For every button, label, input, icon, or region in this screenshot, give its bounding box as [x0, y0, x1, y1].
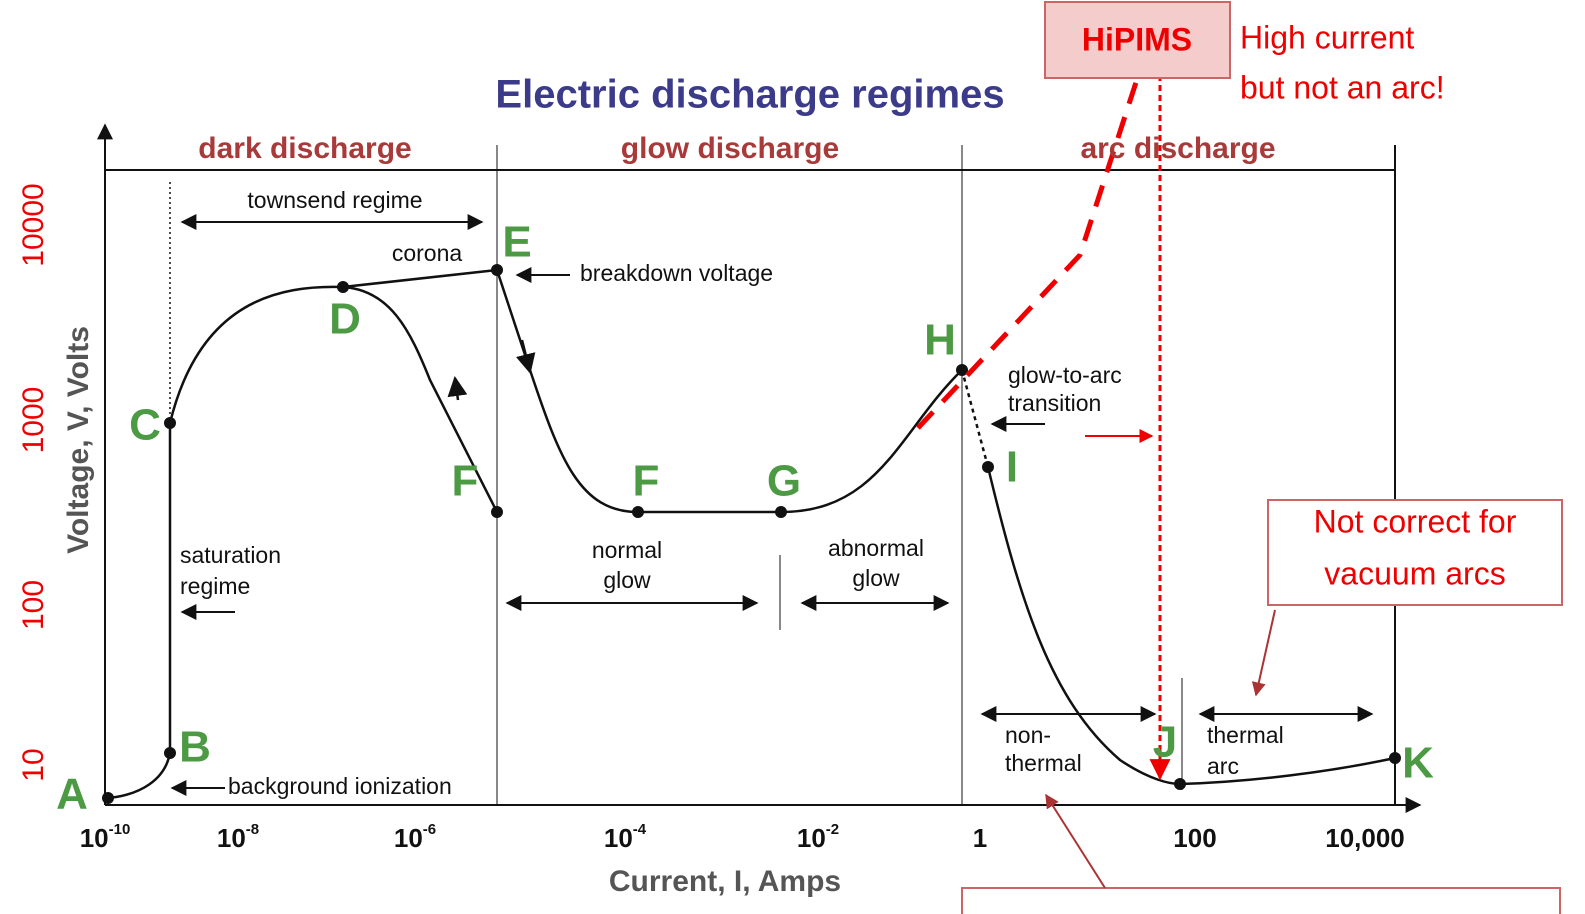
arrows	[170, 214, 1374, 796]
x-tick-label: 10-2	[797, 821, 839, 853]
point-label: C	[129, 401, 161, 450]
point-labels: A B C D E F F G H I J K	[56, 218, 1434, 819]
region-label: glow discharge	[621, 132, 839, 165]
annotation: corona	[392, 240, 463, 266]
annotation: transition	[1008, 390, 1101, 416]
point-label: F	[452, 457, 479, 506]
tick-base: 1	[973, 823, 987, 853]
x-tick-label: 1	[973, 823, 987, 853]
point-label: K	[1402, 739, 1434, 788]
point-label: I	[1006, 443, 1018, 492]
x-axis-title: Current, I, Amps	[609, 865, 841, 898]
x-tick-label: 10-8	[217, 821, 259, 853]
point-label: J	[1153, 718, 1177, 767]
x-tick-label: 100	[1173, 823, 1216, 853]
annotation: saturation	[180, 542, 281, 568]
x-tick-label: 10,000	[1325, 823, 1405, 853]
tick-base: 10	[394, 823, 423, 853]
tick-exponent: -6	[423, 821, 436, 838]
annotation: thermal	[1005, 750, 1082, 776]
y-tick-label: 100	[17, 580, 50, 630]
point-label: G	[767, 457, 801, 506]
y-tick-label: 10	[17, 748, 50, 781]
annotation: background ionization	[228, 773, 452, 799]
annotation: glow	[852, 565, 900, 591]
callout: but not an arc!	[1240, 69, 1445, 105]
region-label: arc discharge	[1080, 132, 1275, 165]
point-label: E	[502, 218, 531, 267]
callout: HiPIMS	[1082, 21, 1192, 57]
tick-exponent: -8	[246, 821, 259, 838]
y-tick-label: 10000	[17, 183, 50, 266]
title: Electric discharge regimes	[495, 73, 1004, 117]
frame	[97, 123, 1422, 813]
tick-exponent: -2	[826, 821, 839, 838]
point-label: B	[179, 723, 211, 772]
annotation: glow	[603, 567, 651, 593]
callout: vacuum arcs	[1324, 555, 1505, 591]
annotation: abnormal	[828, 535, 924, 561]
annotation: townsend regime	[247, 187, 422, 213]
tick-base: 100	[1173, 823, 1216, 853]
point-label: D	[329, 295, 361, 344]
x-tick-label: 10-6	[394, 821, 436, 853]
tick-base: 10	[797, 823, 826, 853]
annotation: breakdown voltage	[580, 260, 773, 286]
point-label: A	[56, 770, 88, 819]
y-axis-title: Voltage, V, Volts	[62, 326, 95, 554]
tick-exponent: -4	[633, 821, 647, 838]
points	[102, 264, 1401, 804]
annotation: thermal	[1207, 722, 1284, 748]
red-overlay	[916, 1, 1563, 914]
tick-base: 10	[80, 823, 109, 853]
curve	[107, 268, 1396, 800]
y-tick-label: 1000	[17, 387, 50, 454]
annotation: regime	[180, 573, 250, 599]
tick-base: 10	[604, 823, 633, 853]
x-tick-label: 10-4	[604, 821, 647, 853]
point-label: F	[633, 457, 660, 506]
point-label: H	[924, 316, 956, 365]
annotation: glow-to-arc	[1008, 362, 1122, 388]
annotation: normal	[592, 537, 662, 563]
tick-base: 10	[217, 823, 246, 853]
annotation: arc	[1207, 753, 1239, 779]
region-label: dark discharge	[198, 132, 411, 165]
callout: Not correct for	[1314, 503, 1517, 539]
tick-exponent: -10	[109, 821, 131, 838]
x-ticks: 10-10 10-8 10-6 10-4 10-2 1 100 10,000	[80, 821, 1405, 853]
callout: High current	[1240, 19, 1414, 55]
x-tick-label: 10-10	[80, 821, 131, 853]
annotation: non-	[1005, 722, 1051, 748]
tick-base: 10,000	[1325, 823, 1405, 853]
